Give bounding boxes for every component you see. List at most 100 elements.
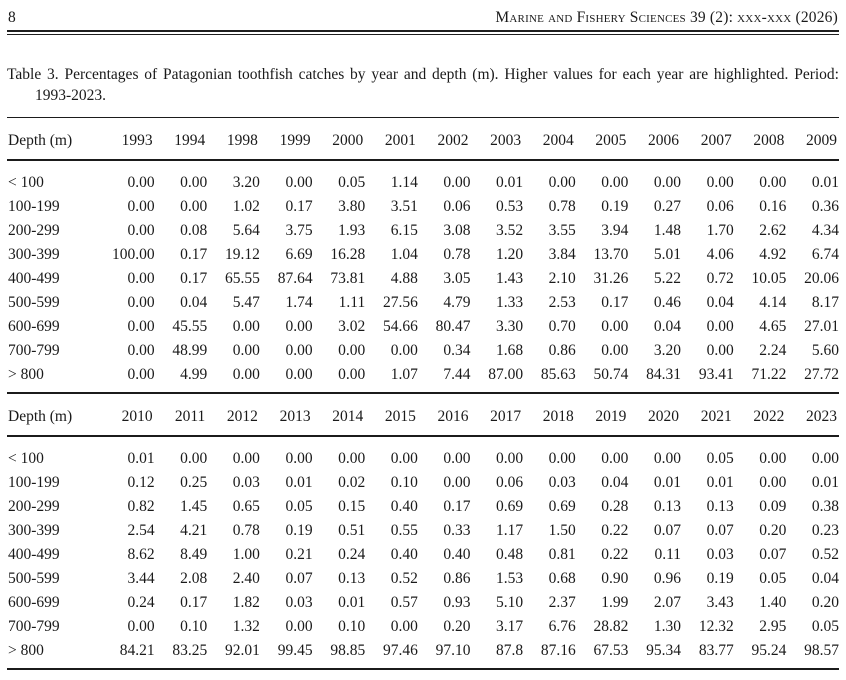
catch-percentage-cell: 0.65 — [232, 498, 260, 515]
catch-percentage-cell: 0.52 — [390, 570, 418, 587]
catch-percentage-cell: 1.17 — [496, 522, 524, 539]
catch-percentage-cell: 27.72 — [804, 366, 839, 383]
catch-percentage-cell: 6.74 — [811, 246, 839, 263]
catch-percentage-cell: 5.64 — [232, 222, 260, 239]
catch-percentage-cell: 83.25 — [172, 642, 208, 659]
catch-percentage-cell: 3.51 — [390, 198, 418, 215]
depth-row-label: > 800 — [8, 366, 44, 383]
year-column-header: 2003 — [470, 117, 524, 161]
depth-row-label: 100-199 — [8, 474, 60, 491]
catch-percentage-cell: 0.00 — [443, 474, 471, 491]
catch-percentage-cell: 1.45 — [180, 498, 208, 515]
catch-percentage-cell: 2.10 — [548, 270, 576, 287]
catch-percentage-cell: 0.00 — [338, 450, 366, 467]
catch-percentage-cell: 0.00 — [285, 366, 313, 383]
catch-percentage-cell: 0.78 — [548, 198, 576, 215]
year-column-header: 2022 — [733, 394, 787, 437]
catch-percentage-cell: 54.66 — [382, 318, 418, 335]
catch-percentage-cell: 0.04 — [180, 294, 208, 311]
catch-percentage-cell: 0.00 — [232, 450, 260, 467]
catch-percentage-cell: 1.20 — [496, 246, 524, 263]
catch-percentage-cell: 85.63 — [540, 366, 576, 383]
catch-percentage-cell: 0.40 — [443, 546, 471, 563]
catch-percentage-cell: 1.30 — [653, 618, 682, 635]
catch-percentage-cell: 0.17 — [180, 270, 208, 287]
catch-percentage-cell: 65.55 — [225, 270, 260, 287]
catch-percentage-cell: 0.00 — [759, 450, 787, 467]
catch-percentage-cell: 0.01 — [653, 474, 682, 491]
catch-percentage-cell: 0.00 — [232, 318, 260, 335]
catch-percentage-cell: 0.03 — [232, 474, 260, 491]
catch-percentage-cell: 0.00 — [180, 198, 208, 215]
catch-percentage-cell: 0.07 — [653, 522, 682, 539]
catch-percentage-cell: 0.00 — [390, 342, 418, 359]
catch-percentage-cell: 0.00 — [285, 342, 313, 359]
catch-percentage-cell: 0.40 — [390, 498, 418, 515]
catch-percentage-cell: 0.01 — [811, 474, 839, 491]
depth-row: 300-399 2.54 4.21 0.78 0.19 0.51 0.55 0.33 1.17 1… — [7, 519, 839, 543]
catch-percentage-cell: 3.55 — [548, 222, 576, 239]
catch-percentage-cell: 3.02 — [338, 318, 366, 335]
catch-percentage-cell: 1.43 — [496, 270, 524, 287]
depth-row-label: 600-699 — [8, 594, 60, 611]
catch-percentage-cell: 0.01 — [338, 594, 366, 611]
catch-percentage-cell: 0.34 — [443, 342, 471, 359]
catch-percentage-cell: 0.03 — [706, 546, 734, 563]
catch-percentage-cell: 0.00 — [706, 318, 734, 335]
catch-percentage-cell: 5.01 — [653, 246, 682, 263]
catch-percentage-cell: 0.57 — [390, 594, 418, 611]
catch-percentage-cell: 1.02 — [232, 198, 260, 215]
catch-percentage-cell: 0.04 — [653, 318, 682, 335]
catch-percentage-cell: 0.21 — [285, 546, 313, 563]
year-column-header: 2016 — [417, 394, 471, 437]
catch-percentage-cell: 20.06 — [804, 270, 839, 287]
catch-percentage-cell: 0.55 — [390, 522, 418, 539]
depth-row: 700-799 0.00 0.10 1.32 0.00 0.10 0.00 0.20 3.17 6… — [7, 615, 839, 639]
catch-percentage-cell: 0.00 — [601, 318, 629, 335]
depth-row: > 800 0.00 4.99 0.00 0.00 0.00 1.07 7.44 87.00 85… — [7, 363, 839, 394]
catch-percentage-cell: 0.53 — [496, 198, 524, 215]
catch-percentage-cell: 13.70 — [593, 246, 629, 263]
depth-row-label: 700-799 — [8, 342, 60, 359]
depth-row: 500-599 0.00 0.04 5.47 1.74 1.11 27.56 4.79 1.33… — [7, 291, 839, 315]
catch-percentage-cell: 0.00 — [706, 342, 734, 359]
catch-percentage-cell: 1.53 — [496, 570, 524, 587]
catch-percentage-cell: 0.00 — [127, 294, 155, 311]
catch-percentage-cell: 19.12 — [225, 246, 260, 263]
catch-percentage-cell: 0.93 — [443, 594, 471, 611]
year-column-header: 2018 — [523, 394, 576, 437]
catch-percentage-cell: 0.09 — [759, 498, 787, 515]
year-column-header: 2005 — [575, 117, 629, 161]
depth-row-label: 400-499 — [8, 270, 60, 287]
catch-percentage-cell: 0.15 — [338, 498, 366, 515]
catch-percentage-cell: 2.37 — [548, 594, 576, 611]
catch-percentage-cell: 0.86 — [443, 570, 471, 587]
catch-percentage-cell: 0.00 — [127, 342, 155, 359]
depth-row: < 100 0.01 0.00 0.00 0.00 0.00 0.00 0.00 0.00 0.0… — [7, 436, 839, 471]
catch-percentage-cell: 3.80 — [338, 198, 366, 215]
catch-percentage-cell: 4.79 — [443, 294, 471, 311]
catch-percentage-cell: 3.94 — [601, 222, 629, 239]
catch-percentage-cell: 0.01 — [706, 474, 734, 491]
catch-percentage-cell: 0.68 — [548, 570, 576, 587]
catch-percentage-cell: 1.14 — [390, 174, 418, 191]
catch-percentage-cell: 3.84 — [548, 246, 576, 263]
catch-percentage-cell: 0.05 — [759, 570, 787, 587]
catch-percentage-cell: 0.13 — [653, 498, 682, 515]
catch-percentage-cell: 0.51 — [338, 522, 366, 539]
catch-percentage-cell: 3.75 — [285, 222, 313, 239]
catch-percentage-cell: 0.03 — [548, 474, 576, 491]
catch-percentage-cell: 48.99 — [172, 342, 208, 359]
catch-percentage-cell: 0.40 — [390, 546, 418, 563]
catch-percentage-cell: 0.10 — [338, 618, 366, 635]
catch-percentage-cell: 0.10 — [390, 474, 418, 491]
year-column-header: 2017 — [470, 394, 524, 437]
year-column-header: 2004 — [523, 117, 576, 161]
catch-percentage-cell: 3.52 — [496, 222, 524, 239]
year-column-header: 1998 — [207, 117, 260, 161]
toothfish-table-1993-2009: Depth (m) 1993 1994 1998 1999 2000 2001 2002 200… — [7, 117, 839, 394]
catch-percentage-cell: 83.77 — [698, 642, 734, 659]
year-column-header: 2023 — [786, 394, 839, 437]
catch-percentage-cell: 95.34 — [646, 642, 682, 659]
catch-percentage-cell: 0.82 — [127, 498, 155, 515]
